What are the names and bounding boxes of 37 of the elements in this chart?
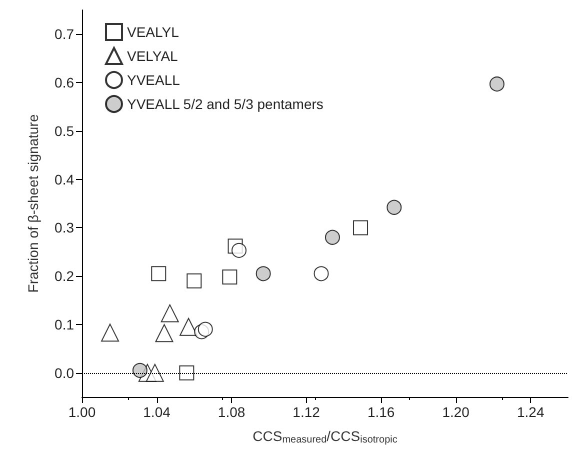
x-tick-label: 1.04 bbox=[143, 404, 171, 420]
point bbox=[155, 324, 174, 342]
point bbox=[353, 220, 368, 236]
point bbox=[146, 364, 164, 382]
y-tick-label: 0.4 bbox=[54, 171, 74, 188]
x-tick-label: 1.00 bbox=[68, 404, 96, 420]
y-tick-label: 0.3 bbox=[54, 220, 74, 236]
x-tick-label: 1.12 bbox=[292, 404, 320, 420]
y-tick-label: 0.1 bbox=[54, 316, 74, 332]
y-axis-title: Fraction of β-sheet signature bbox=[25, 114, 41, 293]
x-tick-label: 1.20 bbox=[442, 404, 470, 420]
point bbox=[160, 304, 179, 322]
point bbox=[386, 200, 402, 215]
y-tick-label: 0.6 bbox=[54, 74, 74, 91]
point bbox=[324, 230, 340, 245]
point bbox=[222, 270, 238, 285]
x-tick-label: 1.24 bbox=[516, 404, 544, 420]
point bbox=[256, 266, 271, 282]
x-tick-label: 1.16 bbox=[367, 404, 395, 420]
legend-label: VELYAL bbox=[127, 48, 178, 64]
point bbox=[179, 365, 194, 380]
point bbox=[180, 318, 198, 336]
point bbox=[232, 242, 247, 258]
legend-label: YVEALL 5/2 and 5/3 pentamers bbox=[127, 96, 324, 112]
y-tick-label: 0.0 bbox=[54, 364, 74, 381]
point bbox=[186, 273, 202, 288]
point bbox=[101, 324, 120, 342]
y-tick-label: 0.5 bbox=[54, 122, 74, 139]
point bbox=[314, 266, 329, 282]
legend-label: VEALYL bbox=[127, 24, 180, 40]
point bbox=[151, 266, 166, 282]
legend-label: YVEALL bbox=[127, 72, 180, 88]
point bbox=[198, 322, 213, 337]
y-tick-label: 0.7 bbox=[54, 26, 74, 42]
point bbox=[489, 76, 504, 92]
x-tick-label: 1.08 bbox=[218, 404, 246, 420]
y-tick-label: 0.2 bbox=[54, 268, 74, 284]
